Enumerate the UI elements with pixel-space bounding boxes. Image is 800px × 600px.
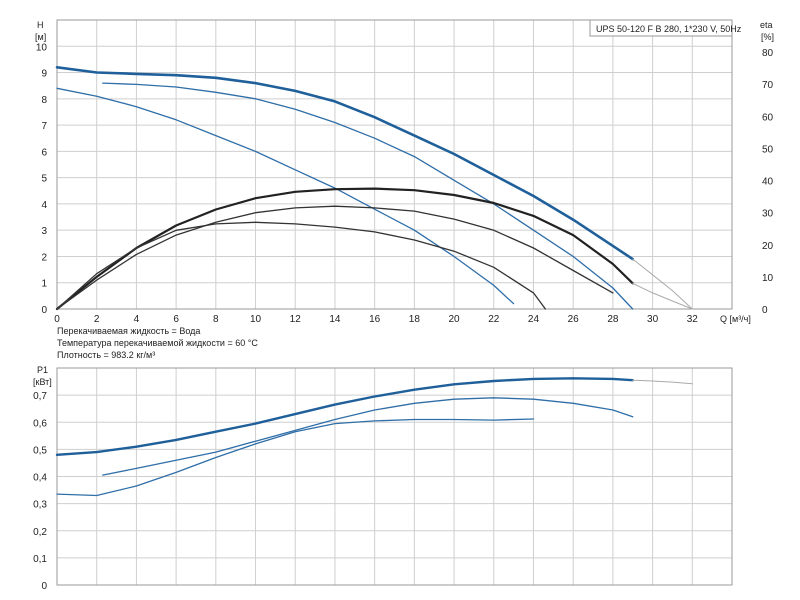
- top-series: [55, 66, 693, 311]
- y-left-tick-label: 6: [41, 147, 47, 158]
- right-axis-label: eta: [760, 20, 773, 30]
- power-axis-unit: [кВт]: [33, 377, 52, 387]
- power-tick-label: 0: [41, 581, 47, 592]
- y-left-tick-label: 0: [41, 305, 47, 316]
- x-tick-label: 20: [448, 314, 460, 325]
- power-tick-label: 0,6: [33, 418, 47, 429]
- x-tick-label: 14: [329, 314, 341, 325]
- power-curve-0: [55, 377, 634, 456]
- y-right-tick-label: 60: [762, 112, 774, 123]
- note-liquid: Перекачиваемая жидкость = Вода: [57, 326, 200, 336]
- top-ticks: 0 2 4 6 8 10 12 14 16 18 20 22 24 26 28 30 3201234567891…: [36, 42, 774, 325]
- y-left-tick-label: 10: [36, 42, 48, 53]
- y-left-tick-label: 5: [41, 174, 47, 185]
- bottom-ticks: 0 0,1 0,2 0,3 0,4 0,5 0,6 0,7: [33, 391, 47, 592]
- power-curve-2: [102, 397, 634, 476]
- x-tick-label: 8: [213, 314, 219, 325]
- power-tick-label: 0,1: [33, 554, 47, 565]
- x-tick-label: 18: [409, 314, 421, 325]
- y-left-tick-label: 9: [41, 69, 47, 80]
- y-left-tick-label: 1: [41, 279, 47, 290]
- y-left-tick-label: 7: [41, 121, 47, 132]
- left-axis-label: H: [37, 20, 44, 30]
- head-curve-0: [55, 66, 635, 261]
- y-right-tick-label: 30: [762, 209, 774, 220]
- power-tick-label: 0,4: [33, 473, 47, 484]
- power-tick-label: 0,2: [33, 527, 47, 538]
- bottom-grid: [56, 368, 733, 586]
- x-tick-label: 30: [647, 314, 659, 325]
- y-right-tick-label: 50: [762, 144, 774, 155]
- note-temperature: Температура перекачиваемой жидкости = 60…: [57, 338, 258, 348]
- x-tick-label: 24: [528, 314, 540, 325]
- x-axis-label: Q [м³/ч]: [720, 314, 751, 324]
- head-curve-3: [56, 87, 515, 305]
- y-left-tick-label: 2: [41, 252, 47, 263]
- y-right-tick-label: 80: [762, 48, 774, 59]
- y-right-tick-label: 70: [762, 80, 774, 91]
- x-tick-label: 10: [250, 314, 262, 325]
- head-curve-1: [632, 258, 693, 310]
- power-tick-label: 0,3: [33, 500, 47, 511]
- power-tick-label: 0,7: [33, 391, 47, 402]
- legend-box: [589, 19, 733, 37]
- y-right-tick-label: 0: [762, 305, 768, 316]
- x-tick-label: 0: [54, 314, 60, 325]
- x-tick-label: 2: [94, 314, 100, 325]
- x-tick-label: 4: [134, 314, 140, 325]
- efficiency-curve-7: [56, 221, 547, 310]
- x-tick-label: 26: [568, 314, 580, 325]
- note-density: Плотность = 983.2 кг/м³: [57, 350, 155, 360]
- y-left-tick-label: 3: [41, 226, 47, 237]
- power-axis-label: P1: [37, 365, 48, 375]
- top-grid: [56, 19, 733, 310]
- power-tick-label: 0,5: [33, 445, 47, 456]
- efficiency-curve-6: [56, 205, 614, 310]
- head-efficiency-chart: UPS 50-120 F B 280, 1*230 V, 50Hz H [м] …: [35, 19, 774, 360]
- y-left-tick-label: 4: [41, 200, 47, 211]
- y-right-tick-label: 40: [762, 177, 774, 188]
- head-curve-2: [102, 82, 634, 310]
- efficiency-curve-4: [55, 187, 634, 311]
- power-curve-1: [632, 379, 693, 385]
- y-left-tick-label: 8: [41, 95, 47, 106]
- bottom-plot-frame: [56, 367, 733, 586]
- x-tick-label: 12: [290, 314, 302, 325]
- x-tick-label: 22: [488, 314, 500, 325]
- left-axis-unit: [м]: [35, 32, 46, 42]
- x-tick-label: 6: [173, 314, 179, 325]
- top-plot-frame: [56, 19, 733, 310]
- x-tick-label: 32: [687, 314, 699, 325]
- power-chart: P1 [кВт] 0 0,1 0,2 0,3 0,4 0,5 0,6 0,7: [33, 365, 733, 592]
- y-right-tick-label: 10: [762, 273, 774, 284]
- x-tick-label: 16: [369, 314, 381, 325]
- x-tick-label: 28: [607, 314, 619, 325]
- efficiency-curve-5: [632, 282, 693, 310]
- y-right-tick-label: 20: [762, 241, 774, 252]
- right-axis-unit: [%]: [761, 32, 774, 42]
- bottom-series: [55, 377, 693, 497]
- chart-title: UPS 50-120 F B 280, 1*230 V, 50Hz: [596, 24, 742, 34]
- power-curve-3: [56, 418, 535, 497]
